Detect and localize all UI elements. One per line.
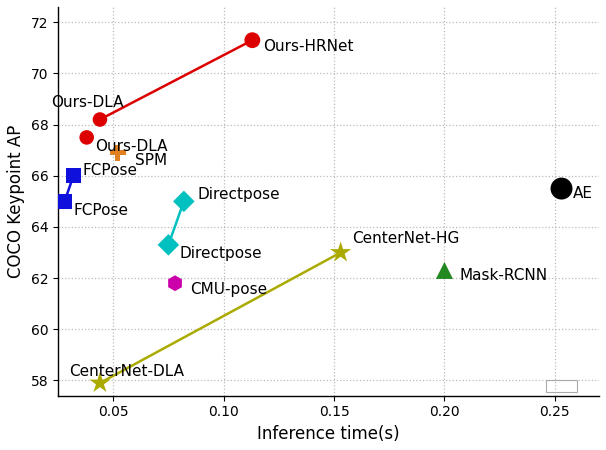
Text: Ours-HRNet: Ours-HRNet bbox=[264, 39, 354, 54]
Y-axis label: COCO Keypoint AP: COCO Keypoint AP bbox=[7, 125, 25, 278]
Text: CMU-pose: CMU-pose bbox=[190, 282, 268, 297]
Text: Directpose: Directpose bbox=[179, 246, 262, 261]
Point bbox=[170, 279, 180, 287]
Point bbox=[60, 198, 70, 205]
Point bbox=[557, 185, 567, 192]
Text: AE: AE bbox=[573, 186, 593, 201]
Point bbox=[247, 36, 257, 44]
Point bbox=[179, 198, 188, 205]
Point bbox=[336, 249, 345, 256]
Text: Mask-RCNN: Mask-RCNN bbox=[460, 268, 548, 283]
Text: CenterNet-DLA: CenterNet-DLA bbox=[69, 364, 184, 379]
Point bbox=[95, 379, 105, 387]
Text: FCPose: FCPose bbox=[82, 163, 138, 178]
Point bbox=[95, 116, 105, 123]
Text: FCPose: FCPose bbox=[73, 203, 128, 218]
X-axis label: Inference time(s): Inference time(s) bbox=[257, 425, 400, 443]
Text: Directpose: Directpose bbox=[197, 188, 280, 203]
Text: Ours-DLA: Ours-DLA bbox=[52, 95, 124, 110]
Point bbox=[68, 172, 78, 180]
Point bbox=[164, 241, 173, 248]
Text: Ours-DLA: Ours-DLA bbox=[96, 139, 168, 154]
Point bbox=[439, 267, 449, 274]
Point bbox=[82, 134, 92, 141]
Text: CenterNet-HG: CenterNet-HG bbox=[351, 231, 459, 246]
Text: SPM: SPM bbox=[135, 153, 167, 168]
Point bbox=[113, 149, 122, 156]
Bar bbox=[546, 380, 577, 392]
